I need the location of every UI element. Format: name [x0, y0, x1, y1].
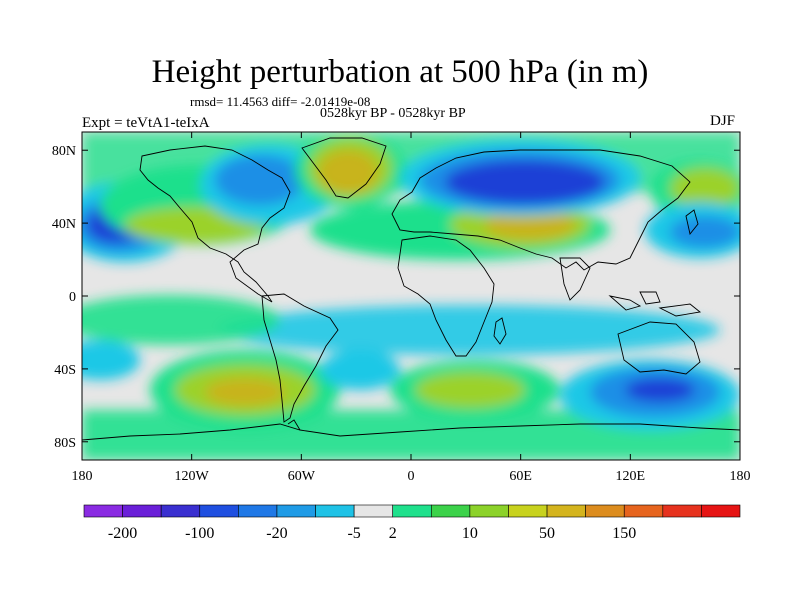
colorbar-label: 50	[539, 525, 555, 542]
lon-tick-label: 60E	[509, 469, 532, 484]
colorbar-swatch	[199, 504, 239, 518]
lon-tick-label: 0	[408, 469, 415, 484]
lon-tick-label: 180	[730, 469, 751, 484]
lat-tick-label: 80N	[52, 144, 76, 159]
experiment-label: Expt = teVtA1-teIxA	[82, 115, 210, 131]
lon-tick-label: 180	[72, 469, 93, 484]
colorbar-swatch	[662, 504, 702, 518]
colorbar-swatch	[430, 504, 471, 518]
lat-tick-label: 40S	[54, 363, 76, 378]
lat-tick-label: 80S	[54, 436, 76, 451]
lat-tick-label: 0	[69, 290, 76, 305]
stats-line: rmsd= 11.4563 diff= -2.01419e-08	[190, 94, 371, 109]
colorbar-label: 2	[389, 525, 397, 542]
colorbar-swatch	[353, 504, 394, 518]
colorbar-label: 10	[462, 525, 478, 542]
colorbar-swatch	[83, 504, 123, 518]
colorbar-swatch	[546, 504, 586, 518]
colorbar-swatch	[701, 504, 741, 518]
colorbar-swatch	[160, 504, 201, 518]
period-line: 0528kyr BP - 0528kyr BP	[320, 106, 466, 121]
season-label: DJF	[710, 113, 736, 129]
lon-tick-label: 60W	[288, 469, 316, 484]
colorbar-swatch	[276, 504, 316, 518]
colorbar-swatch	[469, 504, 509, 518]
colorbar-swatch	[392, 504, 432, 518]
latitude-axis: 80N 40N 0 40S 80S	[52, 144, 740, 451]
lon-tick-label: 120W	[175, 469, 210, 484]
plot-title: Height perturbation at 500 hPa (in m)	[151, 54, 649, 90]
colorbar-label: 150	[612, 525, 636, 542]
colorbar: -200 -100 -20 -5 2 10 50 150	[83, 504, 741, 542]
colorbar-label: -20	[266, 525, 287, 542]
colorbar-swatch	[585, 504, 625, 518]
lat-tick-label: 40N	[52, 217, 76, 232]
colorbar-swatch	[238, 504, 278, 518]
lon-tick-label: 120E	[616, 469, 646, 484]
colorbar-swatch	[508, 504, 548, 518]
colorbar-swatch	[122, 504, 162, 518]
contour-fill	[82, 132, 740, 460]
coastlines	[82, 137, 740, 441]
colorbar-label: -5	[347, 525, 360, 542]
longitude-axis: 180 120W 60W 0 60E 120E 180	[72, 132, 751, 484]
colorbar-swatch	[315, 504, 355, 518]
colorbar-label: -200	[108, 525, 137, 542]
colorbar-swatch	[623, 504, 664, 518]
colorbar-label: -100	[185, 525, 214, 542]
